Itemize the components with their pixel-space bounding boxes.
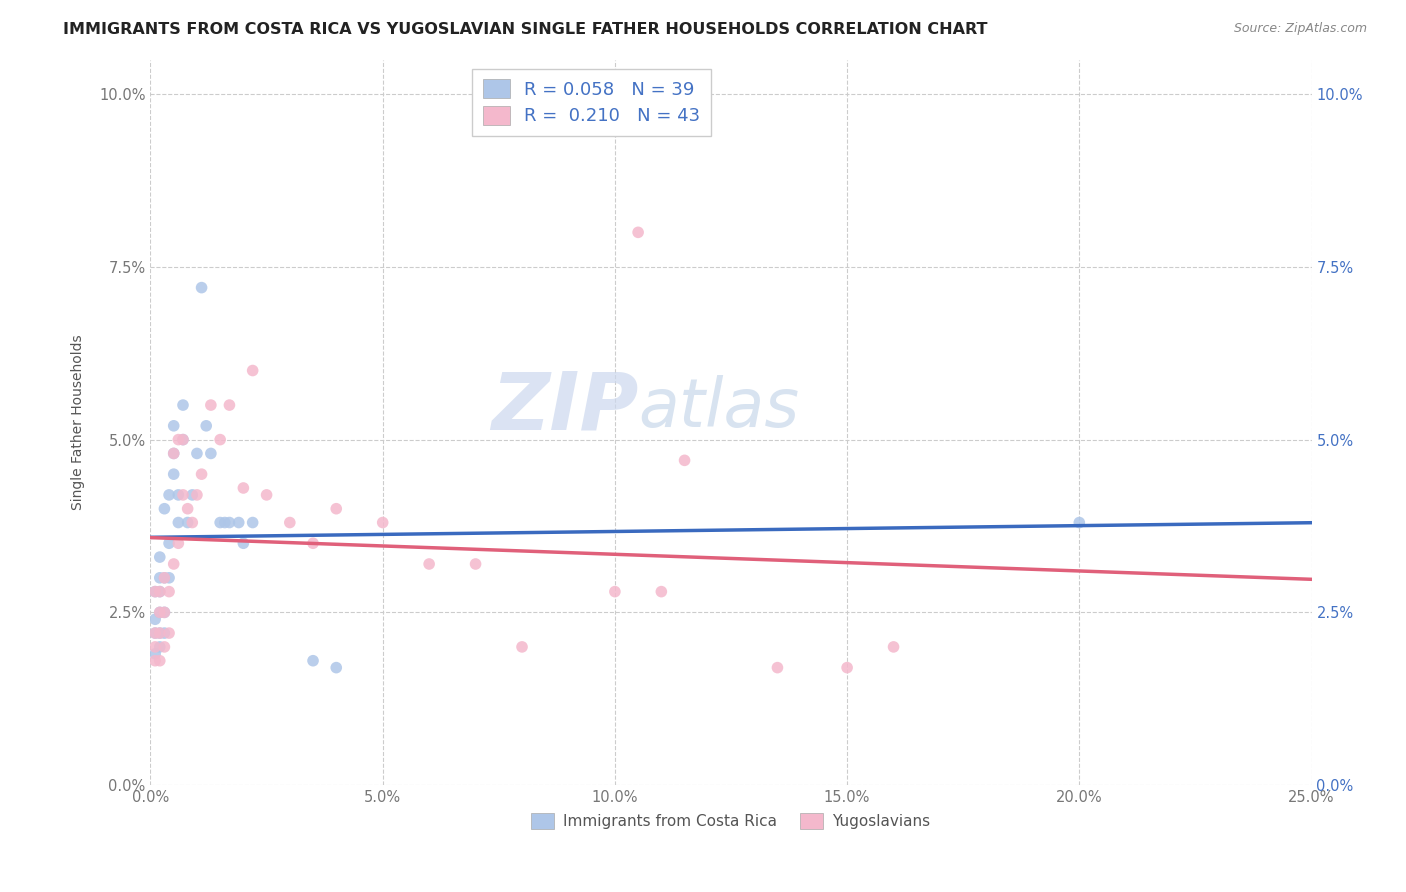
Point [153,571,176,585]
Point [195,418,218,433]
Point [650,584,672,599]
Point [149,640,172,654]
Point [186,488,208,502]
Point [464,557,486,571]
Point [143,612,166,626]
Y-axis label: Single Father Households: Single Father Households [72,334,86,510]
Point [418,557,440,571]
Point [673,453,696,467]
Point [149,584,172,599]
Point [209,433,232,447]
Point [181,488,204,502]
Point [157,536,180,550]
Point [510,640,533,654]
Point [163,557,186,571]
Point [167,488,190,502]
Point [176,516,198,530]
Point [157,488,180,502]
Point [200,398,222,412]
Point [153,501,176,516]
Point [157,571,180,585]
Point [143,584,166,599]
Point [143,584,166,599]
Point [325,660,347,674]
Point [143,647,166,661]
Point [163,467,186,482]
Point [149,654,172,668]
Point [172,488,194,502]
Point [190,280,212,294]
Point [218,516,240,530]
Point [302,654,325,668]
Point [214,516,236,530]
Point [242,363,264,377]
Point [1069,516,1091,530]
Point [176,501,198,516]
Point [835,660,858,674]
Point [153,626,176,640]
Point [371,516,394,530]
Point [157,626,180,640]
Point [149,571,172,585]
Point [167,536,190,550]
Point [302,536,325,550]
Point [163,446,186,460]
Point [149,605,172,619]
Point [325,501,347,516]
Point [167,433,190,447]
Point [153,640,176,654]
Point [172,398,194,412]
Point [149,605,172,619]
Text: ZIP: ZIP [491,368,638,447]
Point [143,640,166,654]
Point [167,516,190,530]
Point [143,626,166,640]
Point [153,571,176,585]
Point [190,467,212,482]
Point [181,516,204,530]
Text: atlas: atlas [638,375,799,441]
Point [228,516,250,530]
Text: IMMIGRANTS FROM COSTA RICA VS YUGOSLAVIAN SINGLE FATHER HOUSEHOLDS CORRELATION C: IMMIGRANTS FROM COSTA RICA VS YUGOSLAVIA… [63,22,988,37]
Point [256,488,278,502]
Point [163,446,186,460]
Point [232,481,254,495]
Point [200,446,222,460]
Point [172,433,194,447]
Point [149,584,172,599]
Point [157,584,180,599]
Point [242,516,264,530]
Point [186,446,208,460]
Point [627,225,650,239]
Legend: Immigrants from Costa Rica, Yugoslavians: Immigrants from Costa Rica, Yugoslavians [526,807,936,836]
Point [172,433,194,447]
Point [149,550,172,565]
Point [278,516,301,530]
Point [143,626,166,640]
Point [766,660,789,674]
Point [163,418,186,433]
Point [883,640,905,654]
Point [232,536,254,550]
Point [153,605,176,619]
Point [603,584,626,599]
Text: Source: ZipAtlas.com: Source: ZipAtlas.com [1233,22,1367,36]
Point [218,398,240,412]
Point [149,626,172,640]
Point [143,654,166,668]
Point [153,605,176,619]
Point [209,516,232,530]
Point [149,626,172,640]
